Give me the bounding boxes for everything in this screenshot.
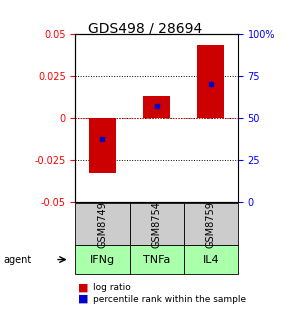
Text: GDS498 / 28694: GDS498 / 28694 [88, 22, 202, 36]
Text: GSM8754: GSM8754 [152, 201, 162, 248]
Text: IFNg: IFNg [90, 255, 115, 264]
Text: IL4: IL4 [202, 255, 219, 264]
Text: ■: ■ [78, 282, 89, 292]
Text: ■: ■ [78, 294, 89, 304]
Text: log ratio: log ratio [93, 283, 130, 292]
Text: GSM8749: GSM8749 [97, 201, 108, 248]
Text: GSM8759: GSM8759 [206, 201, 216, 248]
Bar [197, 45, 224, 118]
Bar [89, 118, 116, 173]
Text: percentile rank within the sample: percentile rank within the sample [93, 295, 246, 303]
Bar [143, 96, 170, 118]
Text: TNFa: TNFa [143, 255, 170, 264]
Text: agent: agent [3, 255, 31, 264]
